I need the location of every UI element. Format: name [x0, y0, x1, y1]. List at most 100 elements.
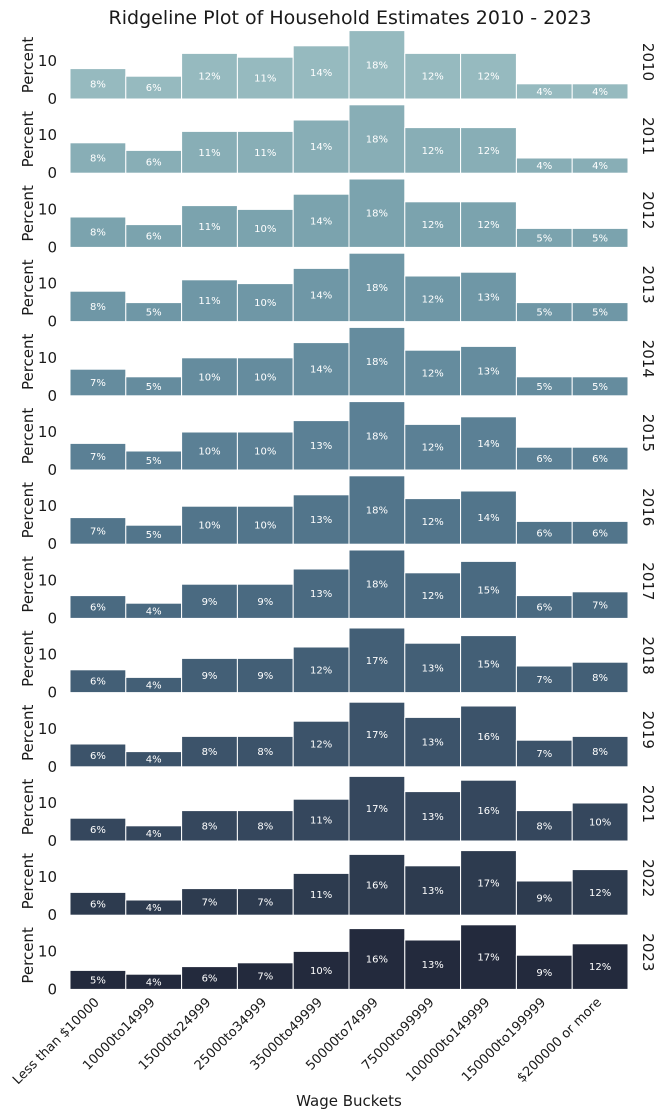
panel-year-label: 2015 — [639, 414, 657, 452]
bar — [292, 119, 350, 174]
bar-data-label: 18% — [366, 580, 388, 591]
bar-data-label: 10% — [254, 521, 276, 532]
bar — [460, 201, 517, 248]
bar-data-label: 17% — [366, 804, 388, 815]
bar-data-label: 13% — [422, 812, 444, 823]
bar-data-label: 9% — [536, 968, 552, 979]
bar — [460, 705, 517, 768]
bar-data-label: 10% — [198, 521, 220, 532]
bar-data-label: 13% — [310, 589, 332, 600]
bar-data-label: 10% — [254, 224, 276, 235]
bar — [460, 850, 517, 916]
bar — [571, 83, 629, 100]
bar — [515, 810, 573, 842]
bar-data-label: 10% — [198, 372, 220, 383]
bar-data-label: 14% — [310, 68, 332, 79]
y-tick-label: 0 — [47, 164, 57, 182]
panel-year-label: 2023 — [639, 933, 657, 971]
bar — [460, 779, 517, 842]
bar — [348, 326, 406, 397]
bar — [181, 810, 238, 842]
y-tick-label: 10 — [38, 794, 57, 812]
panel-2021: Percent 0 10 2021 6% 4% 8% 8% 11% 17% 13% 16% 8% 10% — [19, 775, 657, 850]
bar — [348, 627, 406, 694]
y-tick-label: 0 — [47, 832, 57, 850]
bar — [571, 735, 629, 768]
bar-data-label: 6% — [202, 974, 218, 985]
bar — [404, 791, 462, 842]
bar — [404, 201, 462, 248]
panel-year-label: 2018 — [639, 637, 657, 675]
bar-data-label: 17% — [366, 656, 388, 667]
bar-data-label: 9% — [202, 671, 218, 682]
bar — [571, 157, 629, 174]
panel-2012: Percent 0 10 2012 8% 6% 11% 10% 14% 18% 12% 12% 5% 5% — [19, 178, 657, 256]
y-tick-label: 10 — [38, 868, 57, 886]
bar-data-label: 14% — [477, 513, 499, 524]
bar — [460, 560, 517, 619]
bar-data-label: 7% — [592, 601, 608, 612]
panel-year-label: 2012 — [639, 191, 657, 229]
bar-data-label: 16% — [477, 732, 499, 743]
panel-year-label: 2019 — [639, 711, 657, 749]
bar — [571, 376, 629, 397]
bar-data-label: 12% — [422, 294, 444, 305]
bar — [292, 950, 350, 990]
bar — [404, 423, 462, 471]
bar-data-label: 6% — [146, 232, 162, 243]
bar-data-label: 13% — [422, 960, 444, 971]
panel-year-label: 2014 — [639, 340, 657, 378]
bar-data-label: 12% — [422, 443, 444, 454]
bar-data-label: 12% — [477, 72, 499, 83]
bar-data-label: 14% — [310, 365, 332, 376]
bar-data-label: 11% — [198, 296, 220, 307]
bar — [292, 646, 350, 694]
bar-data-label: 12% — [198, 72, 220, 83]
bar-data-label: 5% — [146, 530, 162, 541]
bar-data-label: 16% — [366, 880, 388, 891]
bar-data-label: 9% — [257, 671, 273, 682]
x-axis-label: Wage Buckets — [296, 1092, 402, 1110]
bar-data-label: 14% — [310, 216, 332, 227]
bar — [460, 345, 517, 397]
bar — [348, 30, 406, 100]
bar — [460, 271, 517, 323]
bar-data-label: 5% — [536, 382, 552, 393]
bar-data-label: 12% — [422, 220, 444, 231]
bar-data-label: 18% — [366, 431, 388, 442]
bar — [236, 431, 294, 471]
y-tick-label: 10 — [38, 720, 57, 738]
bar — [571, 661, 629, 694]
chart-title: Ridgeline Plot of Household Estimates 20… — [109, 7, 592, 29]
bar — [348, 252, 406, 323]
bar — [404, 52, 462, 100]
y-axis-label: Percent — [19, 927, 37, 984]
bar-data-label: 11% — [310, 816, 332, 827]
bar-data-label: 12% — [477, 146, 499, 157]
y-axis-label: Percent — [19, 853, 37, 910]
bar — [181, 431, 238, 471]
bar-data-label: 8% — [90, 302, 106, 313]
bar-data-label: 8% — [90, 79, 106, 90]
bar-data-label: 7% — [257, 897, 273, 908]
panel-2011: Percent 0 10 2011 8% 6% 11% 11% 14% 18% 12% 12% 4% 4% — [19, 104, 657, 182]
bar — [236, 888, 294, 916]
bar-data-label: 8% — [90, 154, 106, 165]
bar-data-label: 10% — [254, 372, 276, 383]
bar-data-label: 9% — [536, 894, 552, 905]
bar — [404, 865, 462, 916]
bar-data-label: 4% — [146, 606, 162, 617]
bar — [236, 810, 294, 842]
bar — [460, 52, 517, 100]
bar — [292, 267, 350, 323]
bar-data-label: 12% — [477, 220, 499, 231]
panel-year-label: 2017 — [639, 562, 657, 600]
bar-data-label: 6% — [536, 454, 552, 465]
bar — [571, 943, 629, 990]
bar-data-label: 7% — [90, 526, 106, 537]
y-axis-label: Percent — [19, 185, 37, 242]
bar — [348, 775, 406, 842]
panel-year-label: 2013 — [639, 266, 657, 304]
bar — [181, 279, 238, 323]
